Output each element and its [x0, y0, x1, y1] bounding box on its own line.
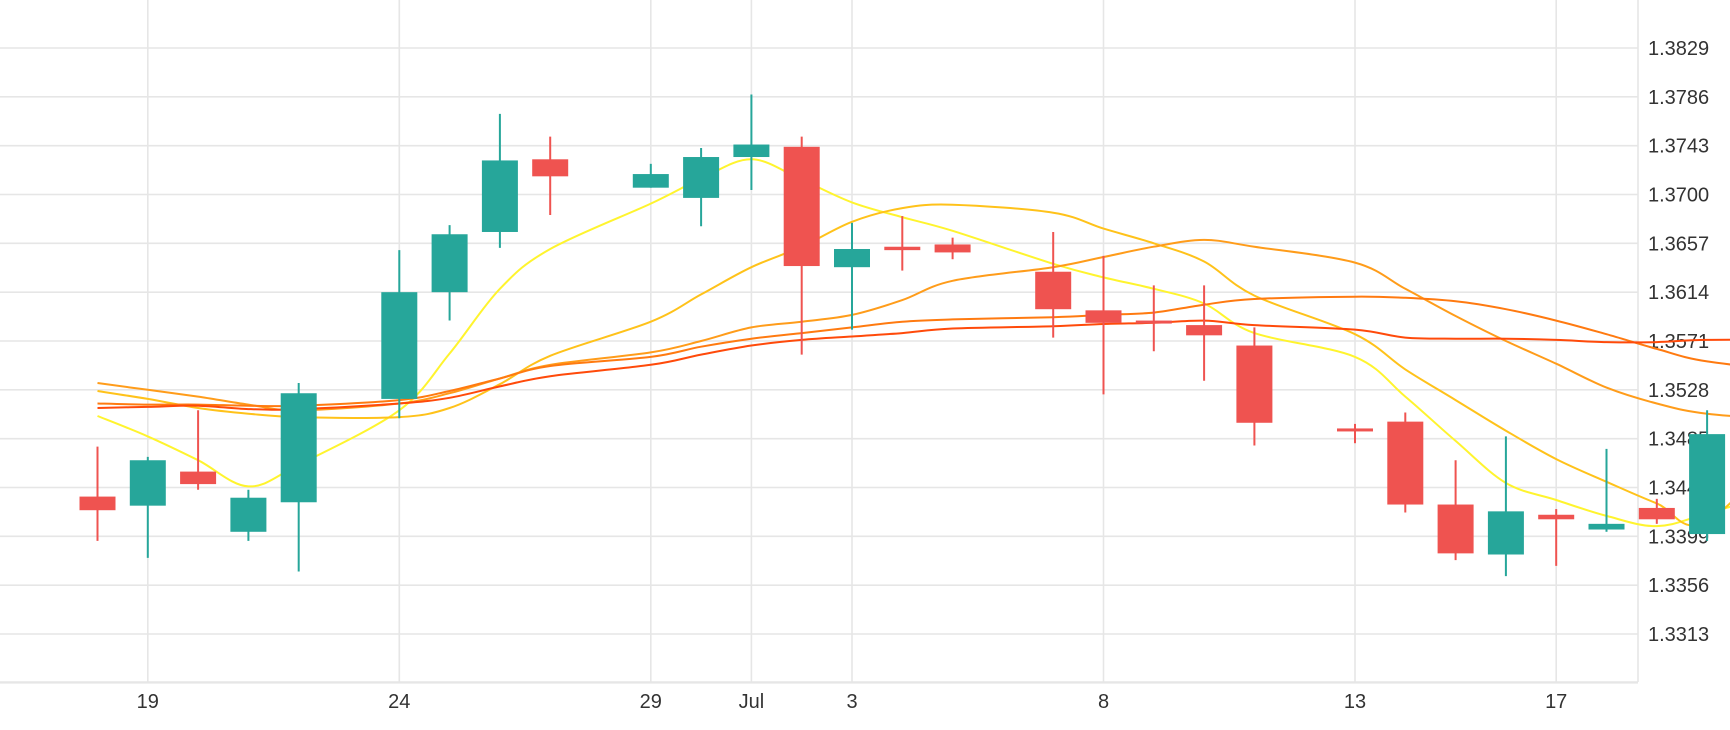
- y-tick-label: 1.3700: [1648, 185, 1709, 207]
- candle-body: [1387, 421, 1424, 505]
- candle-down: [1437, 460, 1474, 561]
- moving-average-line-3: [97, 238, 1730, 417]
- candle-down: [1337, 423, 1373, 444]
- y-tick-label: 1.3743: [1648, 136, 1709, 158]
- x-tick-label: 8: [1098, 691, 1109, 713]
- candle-body: [683, 157, 720, 198]
- y-tick-label: 1.3313: [1648, 624, 1709, 646]
- candle-body: [230, 497, 267, 532]
- x-tick-label: 13: [1344, 691, 1366, 713]
- y-tick-label: 1.3829: [1648, 38, 1709, 60]
- candle-up: [1487, 436, 1524, 577]
- y-tick-label: 1.3657: [1648, 233, 1709, 255]
- x-tick-label: 19: [137, 691, 159, 713]
- y-tick-label: 1.3356: [1648, 575, 1709, 597]
- candle-down: [532, 136, 569, 215]
- candle-body: [129, 460, 166, 506]
- candle-down: [1085, 255, 1122, 395]
- x-tick-label: 24: [388, 691, 410, 713]
- candle-body: [1035, 271, 1072, 310]
- candle-up: [280, 383, 317, 572]
- candle-body: [1487, 511, 1524, 555]
- candle-down: [884, 216, 921, 271]
- candle-body: [1135, 320, 1172, 324]
- candle-body: [1337, 428, 1373, 432]
- candle-body: [1437, 504, 1474, 554]
- candle-up: [230, 489, 267, 541]
- y-tick-label: 1.3786: [1648, 87, 1709, 109]
- candle-body: [733, 144, 770, 158]
- candle-body: [834, 249, 870, 268]
- candle-up: [632, 163, 669, 188]
- moving-average-line-5: [97, 319, 1730, 411]
- candle-body: [884, 246, 921, 251]
- candle-body: [532, 159, 569, 177]
- moving-average-lines: [97, 158, 1730, 528]
- y-tick-label: 1.3528: [1648, 380, 1709, 402]
- candle-body: [381, 292, 418, 399]
- candle-body: [431, 234, 468, 293]
- candle-up: [1588, 448, 1625, 532]
- candle-body: [632, 174, 669, 188]
- candle-down: [934, 237, 971, 260]
- candle-body: [1538, 514, 1575, 520]
- candle-up: [733, 94, 770, 190]
- candle-body: [1236, 345, 1273, 423]
- moving-average-line-1: [97, 158, 1730, 528]
- candle-down: [1638, 498, 1675, 524]
- y-tick-label: 1.3614: [1648, 282, 1709, 304]
- candle-up: [1689, 410, 1726, 541]
- candle-down: [1538, 509, 1575, 566]
- candle-up: [834, 222, 870, 330]
- candle-body: [783, 146, 820, 267]
- candle-up: [381, 250, 418, 419]
- candle-down: [1135, 285, 1172, 352]
- candle-down: [1236, 327, 1273, 446]
- candle-body: [481, 160, 518, 232]
- candle-body: [280, 393, 317, 503]
- candles: [79, 94, 1726, 577]
- candle-body: [1689, 434, 1726, 535]
- candle-down: [1035, 231, 1072, 338]
- candle-down: [1387, 412, 1424, 513]
- candle-up: [481, 113, 518, 248]
- candle-body: [1085, 310, 1122, 323]
- candle-up: [431, 225, 468, 321]
- candle-down: [1186, 285, 1223, 381]
- x-tick-label: 29: [640, 691, 662, 713]
- axis-labels: 1.33131.33561.33991.34421.34851.35281.35…: [137, 38, 1709, 713]
- candle-body: [934, 244, 971, 253]
- candle-down: [180, 410, 217, 490]
- candle-body: [1186, 325, 1223, 336]
- candle-up: [683, 147, 720, 227]
- candle-up: [129, 456, 166, 558]
- x-tick-label: Jul: [739, 691, 765, 713]
- moving-average-line-4: [97, 295, 1730, 408]
- candle-down: [783, 136, 820, 355]
- candle-body: [1638, 507, 1675, 520]
- candle-down: [79, 446, 116, 541]
- moving-average-line-2: [97, 203, 1730, 527]
- candle-body: [180, 471, 217, 485]
- x-tick-label: 3: [846, 691, 857, 713]
- grid-lines: [0, 0, 1639, 684]
- candle-body: [1588, 523, 1625, 530]
- x-tick-label: 17: [1545, 691, 1567, 713]
- candle-body: [79, 496, 116, 511]
